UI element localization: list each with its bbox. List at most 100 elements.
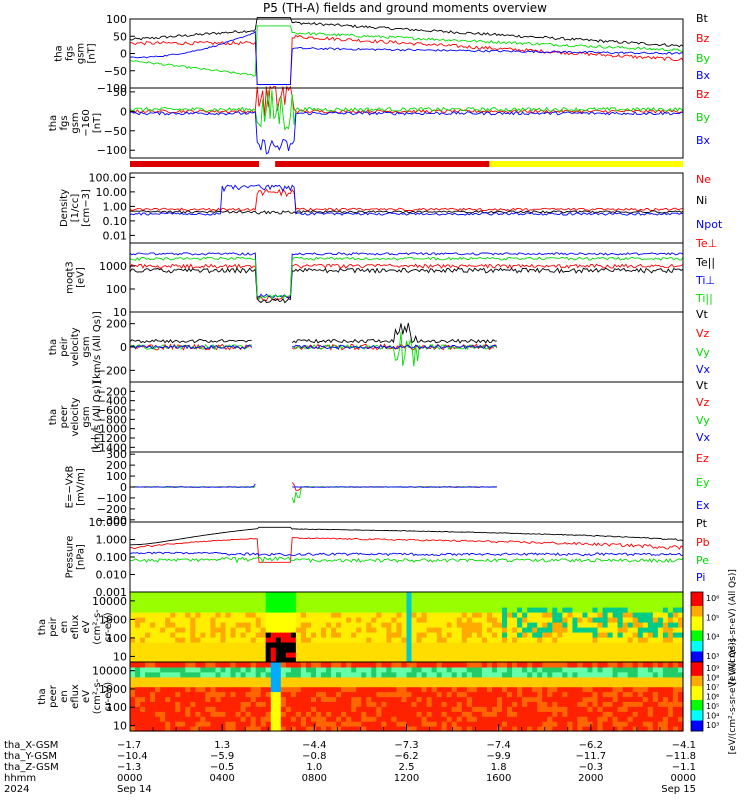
peir_en-cell	[652, 592, 659, 598]
peir_en-cell	[627, 652, 634, 658]
peer_en-cell	[275, 691, 282, 698]
peir_en-cell	[295, 642, 302, 648]
peir_en-cell	[326, 637, 332, 643]
peir_en-cell	[300, 642, 307, 648]
legend-Ez: Ez	[696, 452, 709, 465]
peer_en-cell	[366, 706, 372, 712]
peir_en-cell	[311, 617, 317, 623]
peer_en-cell	[160, 706, 166, 712]
peer_en-cell	[140, 691, 146, 698]
peer_en-cell	[471, 711, 478, 717]
peer_en-cell	[527, 676, 533, 683]
peer_en-cell	[562, 681, 568, 688]
peer_en-cell	[210, 691, 216, 698]
peir_en-cell	[542, 597, 548, 603]
peir_en-cell	[507, 622, 513, 628]
peer_en-cell	[336, 711, 342, 717]
peer_en-cell	[240, 666, 247, 673]
peer_en-cell	[492, 671, 498, 678]
peir_en-cell	[270, 592, 277, 598]
peer_en-cell	[185, 711, 191, 717]
peer_en-cell	[371, 701, 377, 707]
peir_en-cell	[205, 597, 211, 603]
peer_en-cell	[411, 701, 418, 707]
peer_en-cell	[436, 681, 443, 688]
peer_en-cell	[532, 666, 538, 673]
peer_en-cell	[140, 686, 146, 693]
peer_en-cell	[316, 666, 322, 673]
peir_en-cell	[396, 642, 402, 648]
peer_en-cell	[471, 686, 478, 693]
peir_en-cell	[637, 642, 644, 648]
peir_en-cell	[642, 627, 649, 633]
peer_en-cell	[255, 676, 262, 683]
peer_en-cell	[627, 701, 634, 707]
peer_en-cell	[572, 671, 578, 678]
peir_en-cell	[150, 612, 156, 618]
series-By-line	[129, 25, 684, 77]
y-axis-label: eflux	[70, 684, 81, 709]
peer_en-cell	[295, 691, 302, 698]
peer_en-cell	[657, 666, 664, 673]
peir_en-cell	[341, 622, 347, 628]
peer_en-cell	[371, 662, 377, 668]
peer_en-cell	[316, 676, 322, 683]
peer_en-cell	[572, 691, 578, 698]
peir_en-cell	[285, 647, 292, 653]
peer_en-cell	[507, 691, 513, 698]
peir_en-cell	[351, 657, 357, 663]
peir_en-cell	[502, 647, 508, 653]
peir_en-cell	[411, 597, 418, 603]
peir_en-cell	[486, 602, 493, 608]
peer_en-cell	[381, 721, 387, 727]
peer_en-cell	[210, 671, 216, 678]
peer_en-cell	[507, 676, 513, 683]
y-axis-label: [nT]	[92, 113, 103, 133]
peir_en-cell	[426, 597, 433, 603]
peer_en-cell	[426, 706, 433, 712]
peir_en-cell	[260, 647, 267, 653]
peer_en-cell	[185, 686, 191, 693]
peir_en-cell	[306, 657, 312, 663]
peer_en-cell	[135, 706, 141, 712]
peir_en-cell	[265, 627, 272, 633]
peir_en-cell	[361, 597, 367, 603]
peer_en-cell	[386, 721, 392, 727]
peer_en-cell	[376, 696, 382, 702]
y-axis-label: tha	[48, 339, 59, 355]
peer_en-cell	[461, 706, 468, 712]
peer_en-cell	[130, 711, 136, 717]
peir_en-cell	[486, 607, 493, 613]
peer_en-cell	[230, 676, 237, 683]
peir_en-cell	[446, 622, 453, 628]
peer_en-cell	[170, 676, 176, 683]
peir_en-cell	[346, 622, 352, 628]
peir_en-cell	[542, 632, 548, 638]
colorbar-band	[691, 630, 703, 642]
peir_en-cell	[416, 612, 423, 618]
peer_en-cell	[150, 711, 156, 717]
peer_en-cell	[647, 676, 654, 683]
peir_en-cell	[250, 617, 257, 623]
peer_en-cell	[391, 691, 397, 698]
peir_en-cell	[552, 597, 558, 603]
peir_en-cell	[155, 622, 161, 628]
peir_en-cell	[361, 632, 367, 638]
peer_en-cell	[316, 662, 322, 668]
peer_en-cell	[431, 662, 438, 668]
peir_en-cell	[667, 597, 674, 603]
peir_en-cell	[602, 647, 609, 653]
peer_en-cell	[285, 666, 292, 673]
peir_en-cell	[471, 627, 478, 633]
peir_en-cell	[225, 622, 232, 628]
peer_en-cell	[351, 716, 357, 722]
peir_en-cell	[145, 637, 151, 643]
peer_en-cell	[260, 696, 267, 702]
peir_en-cell	[235, 612, 242, 618]
peir_en-cell	[657, 642, 664, 648]
peir_en-cell	[426, 617, 433, 623]
peer_en-cell	[316, 716, 322, 722]
peir_en-cell	[135, 632, 141, 638]
peir_en-cell	[135, 617, 141, 623]
